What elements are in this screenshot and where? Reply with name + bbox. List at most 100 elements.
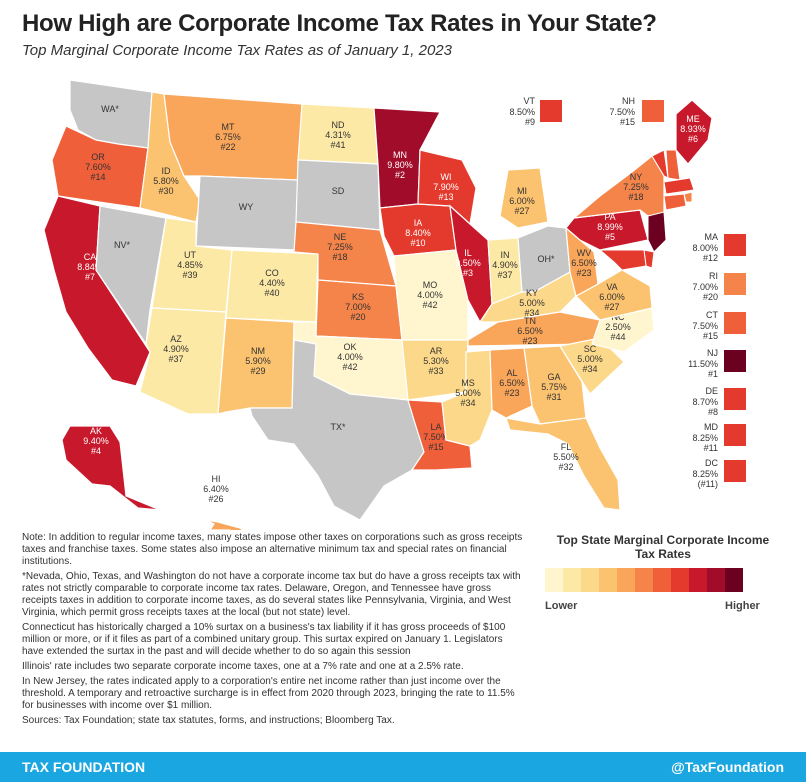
state-label-al: AL (506, 368, 517, 378)
state-rank-ok: #42 (342, 362, 357, 372)
state-fl: FL5.50%#32 (505, 417, 621, 511)
state-rate-ny: 7.25% (623, 182, 649, 192)
state-label-ut: UT (184, 250, 196, 260)
state-rank-ia: #10 (410, 238, 425, 248)
state-nc: NC2.50%#44 (591, 307, 655, 353)
legend-title: Top State Marginal Corporate Income Tax … (556, 533, 770, 561)
state-shape-hi (205, 519, 244, 530)
callout-ri: RI 7.00% #20 (688, 271, 718, 303)
legend-swatch-3 (581, 568, 599, 592)
callout-code-ma: MA (704, 232, 719, 242)
state-rank-nd: #41 (330, 140, 345, 150)
state-rate-ne: 7.25% (327, 242, 353, 252)
state-label-me: ME (686, 114, 700, 124)
state-label-wy: WY (239, 202, 254, 212)
state-rate-nd: 4.31% (325, 130, 351, 140)
state-rate-az: 4.90% (163, 344, 189, 354)
callout-code-nh: NH (622, 96, 635, 106)
state-co: CO4.40%#40 (225, 249, 319, 323)
state-label-co: CO (265, 268, 279, 278)
callout-rank-ri: #20 (702, 292, 718, 302)
state-rate-fl: 5.50% (553, 452, 579, 462)
state-label-tn: TN (524, 316, 536, 326)
state-rank-ca: #7 (85, 272, 95, 282)
state-rank-ms: #34 (460, 398, 475, 408)
state-sc: SC5.00%#34 (559, 337, 625, 395)
callout-swatch-de (724, 388, 746, 410)
state-me: ME8.93%#6 (675, 99, 713, 165)
state-label-sd: SD (332, 186, 345, 196)
state-shape-mi (499, 167, 549, 229)
state-rate-mt: 6.75% (215, 132, 241, 142)
state-rate-al: 6.50% (499, 378, 525, 388)
state-rank-ks: #20 (350, 312, 365, 322)
state-rank-ky: #34 (524, 308, 539, 318)
state-rank-ut: #39 (182, 270, 197, 280)
callout-nh: NH 7.50% #15 (605, 96, 635, 128)
state-label-ms: MS (461, 378, 475, 388)
state-hi: HI6.40%#26 (203, 474, 244, 530)
state-label-mn: MN (393, 150, 407, 160)
callout-ct: CT 7.50% #15 (688, 310, 718, 342)
callout-code-vt: VT (523, 96, 535, 106)
callout-md: MD 8.25% #11 (688, 422, 718, 454)
legend-swatch-11 (725, 568, 743, 592)
state-rank-ga: #31 (546, 392, 561, 402)
callout-code-ri: RI (709, 271, 718, 281)
legend-swatch-1 (545, 568, 563, 592)
state-shape-nv (95, 205, 167, 346)
state-label-wa: WA* (101, 104, 119, 114)
callout-code-md: MD (704, 422, 718, 432)
map-subtitle: Top Marginal Corporate Income Tax Rates … (22, 42, 452, 59)
callout-nj: NJ 11.50% #1 (688, 348, 718, 380)
callout-ma: MA 8.00% #12 (688, 232, 718, 264)
state-mi: MI6.00%#27 (499, 167, 549, 229)
callout-swatch-ri (724, 273, 746, 295)
state-rate-in: 4.90% (492, 260, 518, 270)
callout-rate-md: 8.25% (692, 432, 718, 443)
state-label-ga: GA (547, 372, 560, 382)
state-rank-co: #40 (264, 288, 279, 298)
state-rate-mi: 6.00% (509, 196, 535, 206)
callout-de: DE 8.70% #8 (688, 386, 718, 418)
callout-rate-nj: 11.50% (688, 358, 718, 369)
state-rank-mo: #42 (422, 300, 437, 310)
state-label-wi: WI (441, 172, 452, 182)
state-wy: WY (195, 175, 299, 251)
legend-swatch-6 (635, 568, 653, 592)
state-mn: MN9.80%#2 (373, 107, 441, 209)
legend-swatch-2 (563, 568, 581, 592)
callout-vt: VT 8.50% #9 (505, 96, 535, 128)
state-label-ak: AK (90, 426, 102, 436)
state-rank-il: #3 (463, 268, 473, 278)
note-illinois: Illinois' rate includes two separate cor… (22, 661, 464, 672)
state-label-nd: ND (332, 120, 345, 130)
state-label-pa: PA (604, 212, 615, 222)
callout-rate-vt: 8.50% (509, 106, 535, 117)
state-al: AL6.50%#23 (489, 347, 533, 419)
state-rate-ut: 4.85% (177, 260, 203, 270)
state-rate-nc: 2.50% (605, 322, 631, 332)
state-rank-wi: #13 (438, 192, 453, 202)
state-rate-wi: 7.90% (433, 182, 459, 192)
state-label-nv: NV* (114, 240, 131, 250)
state-ak: AK9.40%#4 (61, 425, 161, 511)
state-shape-ct (663, 193, 687, 211)
state-ks: KS7.00%#20 (315, 279, 403, 341)
state-label-oh: OH* (537, 254, 555, 264)
callout-code-dc: DC (705, 458, 718, 468)
state-rate-ak: 9.40% (83, 436, 109, 446)
footer-bar: TAX FOUNDATION @TaxFoundation (0, 752, 806, 782)
legend-low-label: Lower (545, 600, 578, 612)
state-rate-co: 4.40% (259, 278, 285, 288)
legend-swatch-10 (707, 568, 725, 592)
state-rate-or: 7.60% (85, 162, 111, 172)
state-rank-ne: #18 (332, 252, 347, 262)
callout-rank-de: #8 (707, 407, 718, 417)
state-nm: NM5.90%#29 (217, 317, 295, 415)
state-rate-ca: 8.84% (77, 262, 103, 272)
legend-color-scale (545, 568, 743, 592)
state-label-ks: KS (352, 292, 364, 302)
state-rank-sc: #34 (582, 364, 597, 374)
state-label-mt: MT (222, 122, 235, 132)
